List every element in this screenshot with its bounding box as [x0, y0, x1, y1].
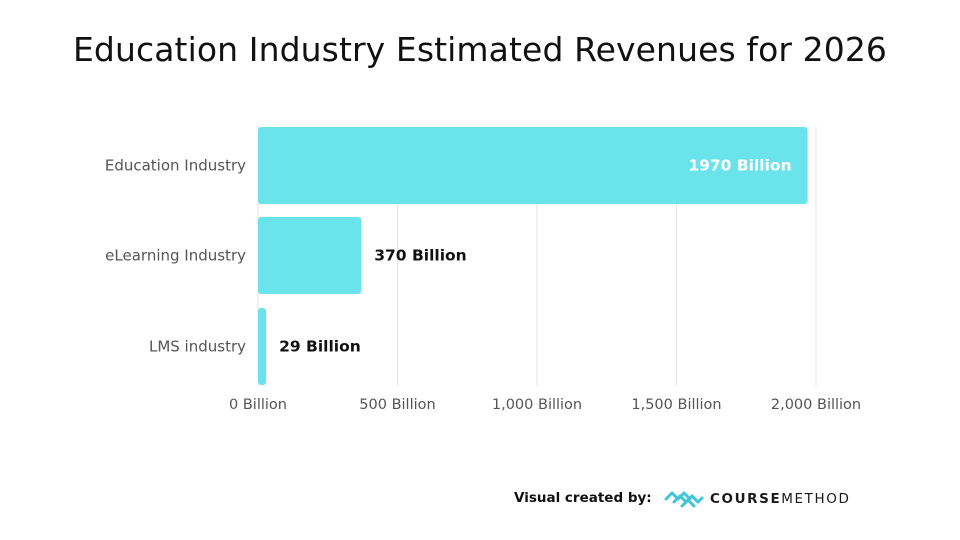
chart-title: Education Industry Estimated Revenues fo…: [72, 30, 888, 69]
bars: [258, 127, 808, 385]
x-tick-label-3: 1,500 Billion: [631, 397, 721, 413]
brand-name: COURSEMETHOD: [710, 491, 851, 507]
brand-logo-link[interactable]: COURSEMETHOD: [664, 484, 851, 514]
bar-2: [258, 308, 267, 385]
chart-labels: 0 Billion 500 Billion 1,000 Billion 1,500 B…: [105, 157, 861, 414]
bar-0: [258, 127, 808, 204]
value-label-1: 370 Billion: [374, 247, 467, 265]
category-label-0: Education Industry: [105, 157, 246, 175]
value-label-2: 29 Billion: [279, 338, 361, 356]
category-label-1: eLearning Industry: [105, 247, 246, 265]
credit-label: Visual created by:: [514, 490, 652, 506]
x-tick-label-4: 2,000 Billion: [771, 397, 861, 413]
x-tick-label-0: 0 Billion: [229, 397, 287, 413]
category-label-2: LMS industry: [149, 338, 246, 356]
x-tick-label-1: 500 Billion: [359, 397, 435, 413]
value-label-0: 1970 Billion: [688, 157, 791, 175]
brand-name-part-1: COURSE: [710, 491, 782, 507]
brand-name-part-2: METHOD: [781, 491, 851, 507]
x-tick-label-2: 1,000 Billion: [492, 397, 582, 413]
coursemethod-logo-icon: [664, 491, 704, 508]
bar-1: [258, 217, 362, 294]
